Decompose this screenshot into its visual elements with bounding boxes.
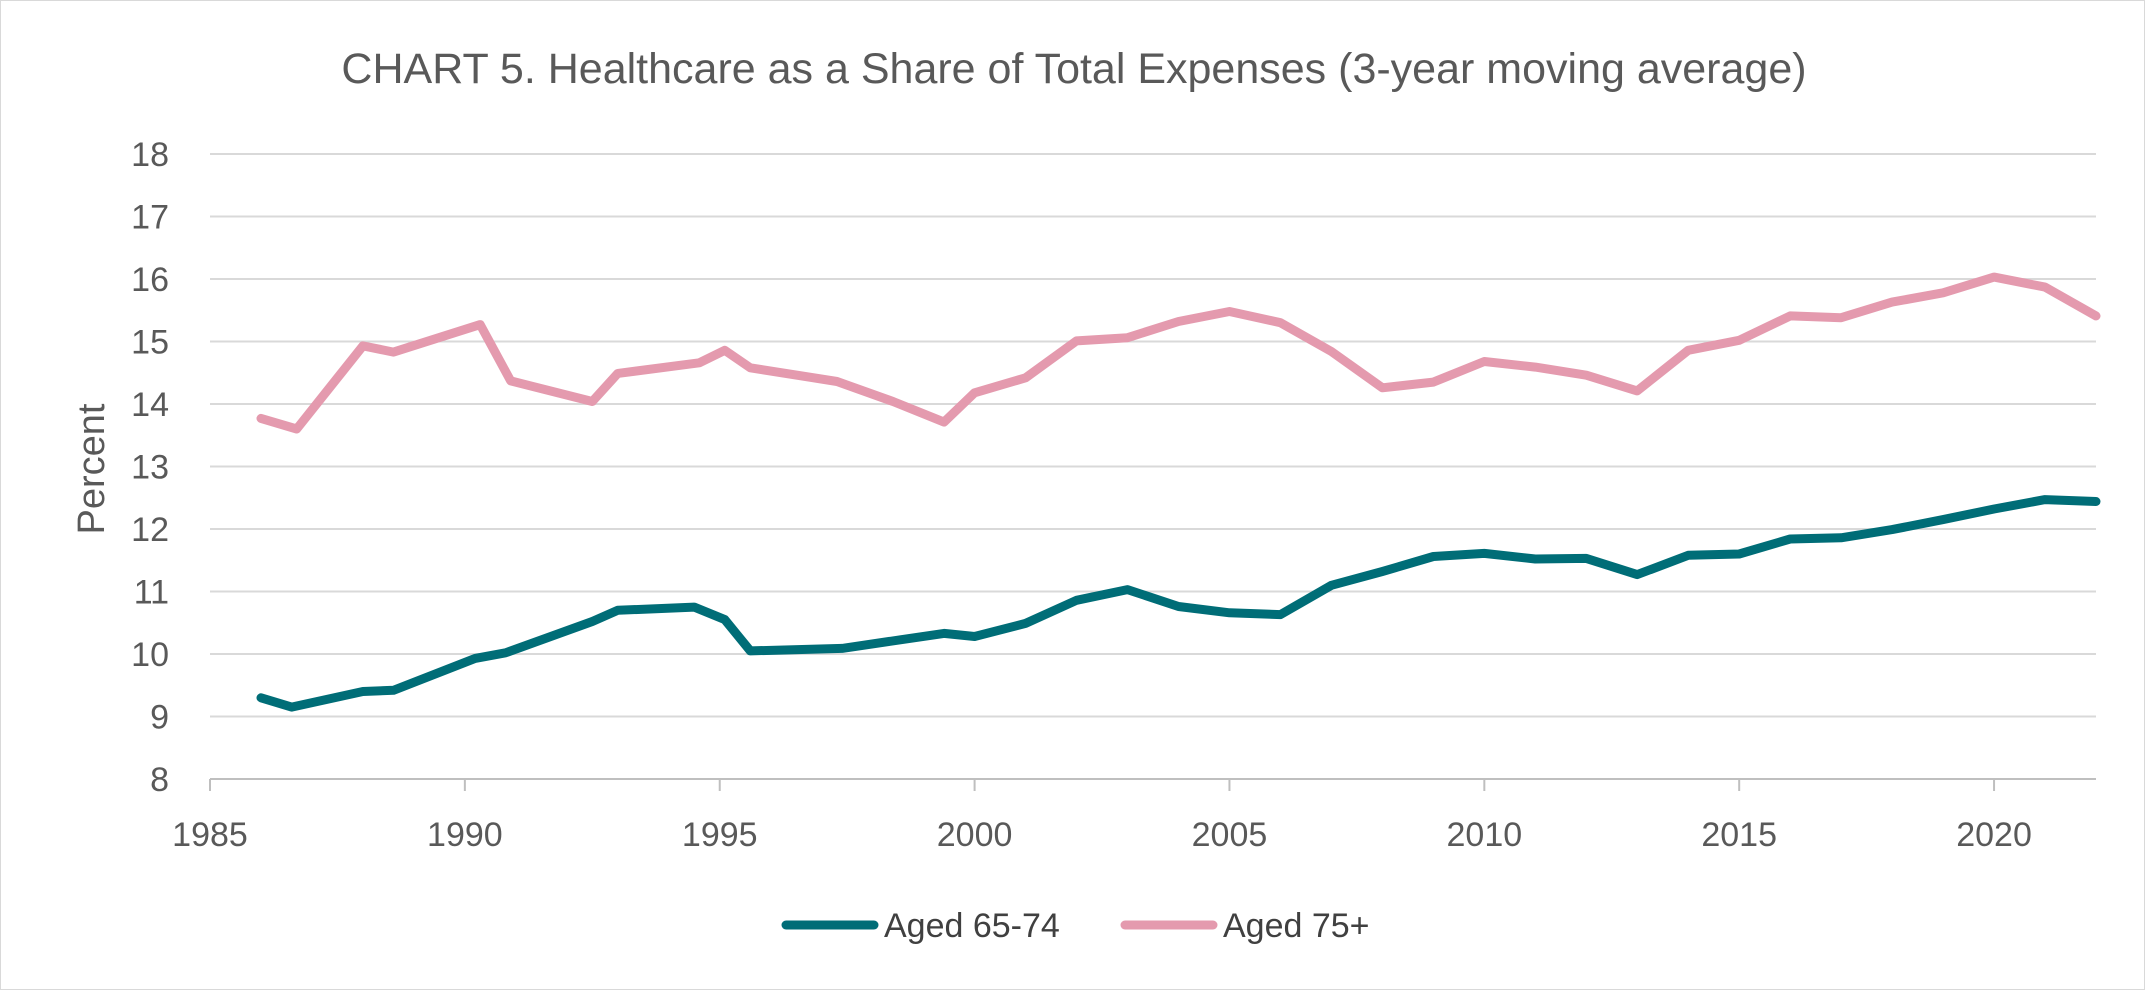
x-tick-label: 2015 xyxy=(1701,816,1777,854)
y-tick-label: 12 xyxy=(131,511,169,549)
x-tick-label: 2005 xyxy=(1192,816,1268,854)
x-tick-label: 2020 xyxy=(1956,816,2032,854)
y-tick-label: 11 xyxy=(134,574,169,612)
x-tick-label: 1990 xyxy=(427,816,503,854)
y-tick-label: 9 xyxy=(150,699,169,737)
legend-label: Aged 65-74 xyxy=(884,907,1060,945)
y-tick-label: 8 xyxy=(150,761,169,799)
y-tick-label: 10 xyxy=(131,636,169,674)
grid-lines xyxy=(210,153,2096,718)
series-line-aged-65-74 xyxy=(256,495,2101,712)
legend: Aged 65-74 Aged 75+ xyxy=(781,907,1370,945)
x-tick-label: 2010 xyxy=(1447,816,1523,854)
axes: 8 9 10 11 12 13 14 15 16 17 18 1985 1990 1995 2000 2005… xyxy=(131,136,2096,854)
series-lines xyxy=(256,272,2101,712)
y-tick-label: 14 xyxy=(131,386,169,424)
chart-title: CHART 5. Healthcare as a Share of Total … xyxy=(341,45,1806,93)
y-tick-label: 13 xyxy=(131,449,169,487)
x-tick-label: 1985 xyxy=(172,816,248,854)
x-tick-label: 2000 xyxy=(937,816,1013,854)
legend-label: Aged 75+ xyxy=(1223,907,1370,945)
y-tick-label: 18 xyxy=(131,136,169,174)
y-axis-title: Percent xyxy=(71,403,113,534)
y-tick-label: 15 xyxy=(131,324,169,362)
y-tick-label: 17 xyxy=(131,199,169,237)
x-tick-label: 1995 xyxy=(682,816,758,854)
y-tick-label: 16 xyxy=(131,261,169,299)
series-line-aged-75 xyxy=(256,272,2101,434)
